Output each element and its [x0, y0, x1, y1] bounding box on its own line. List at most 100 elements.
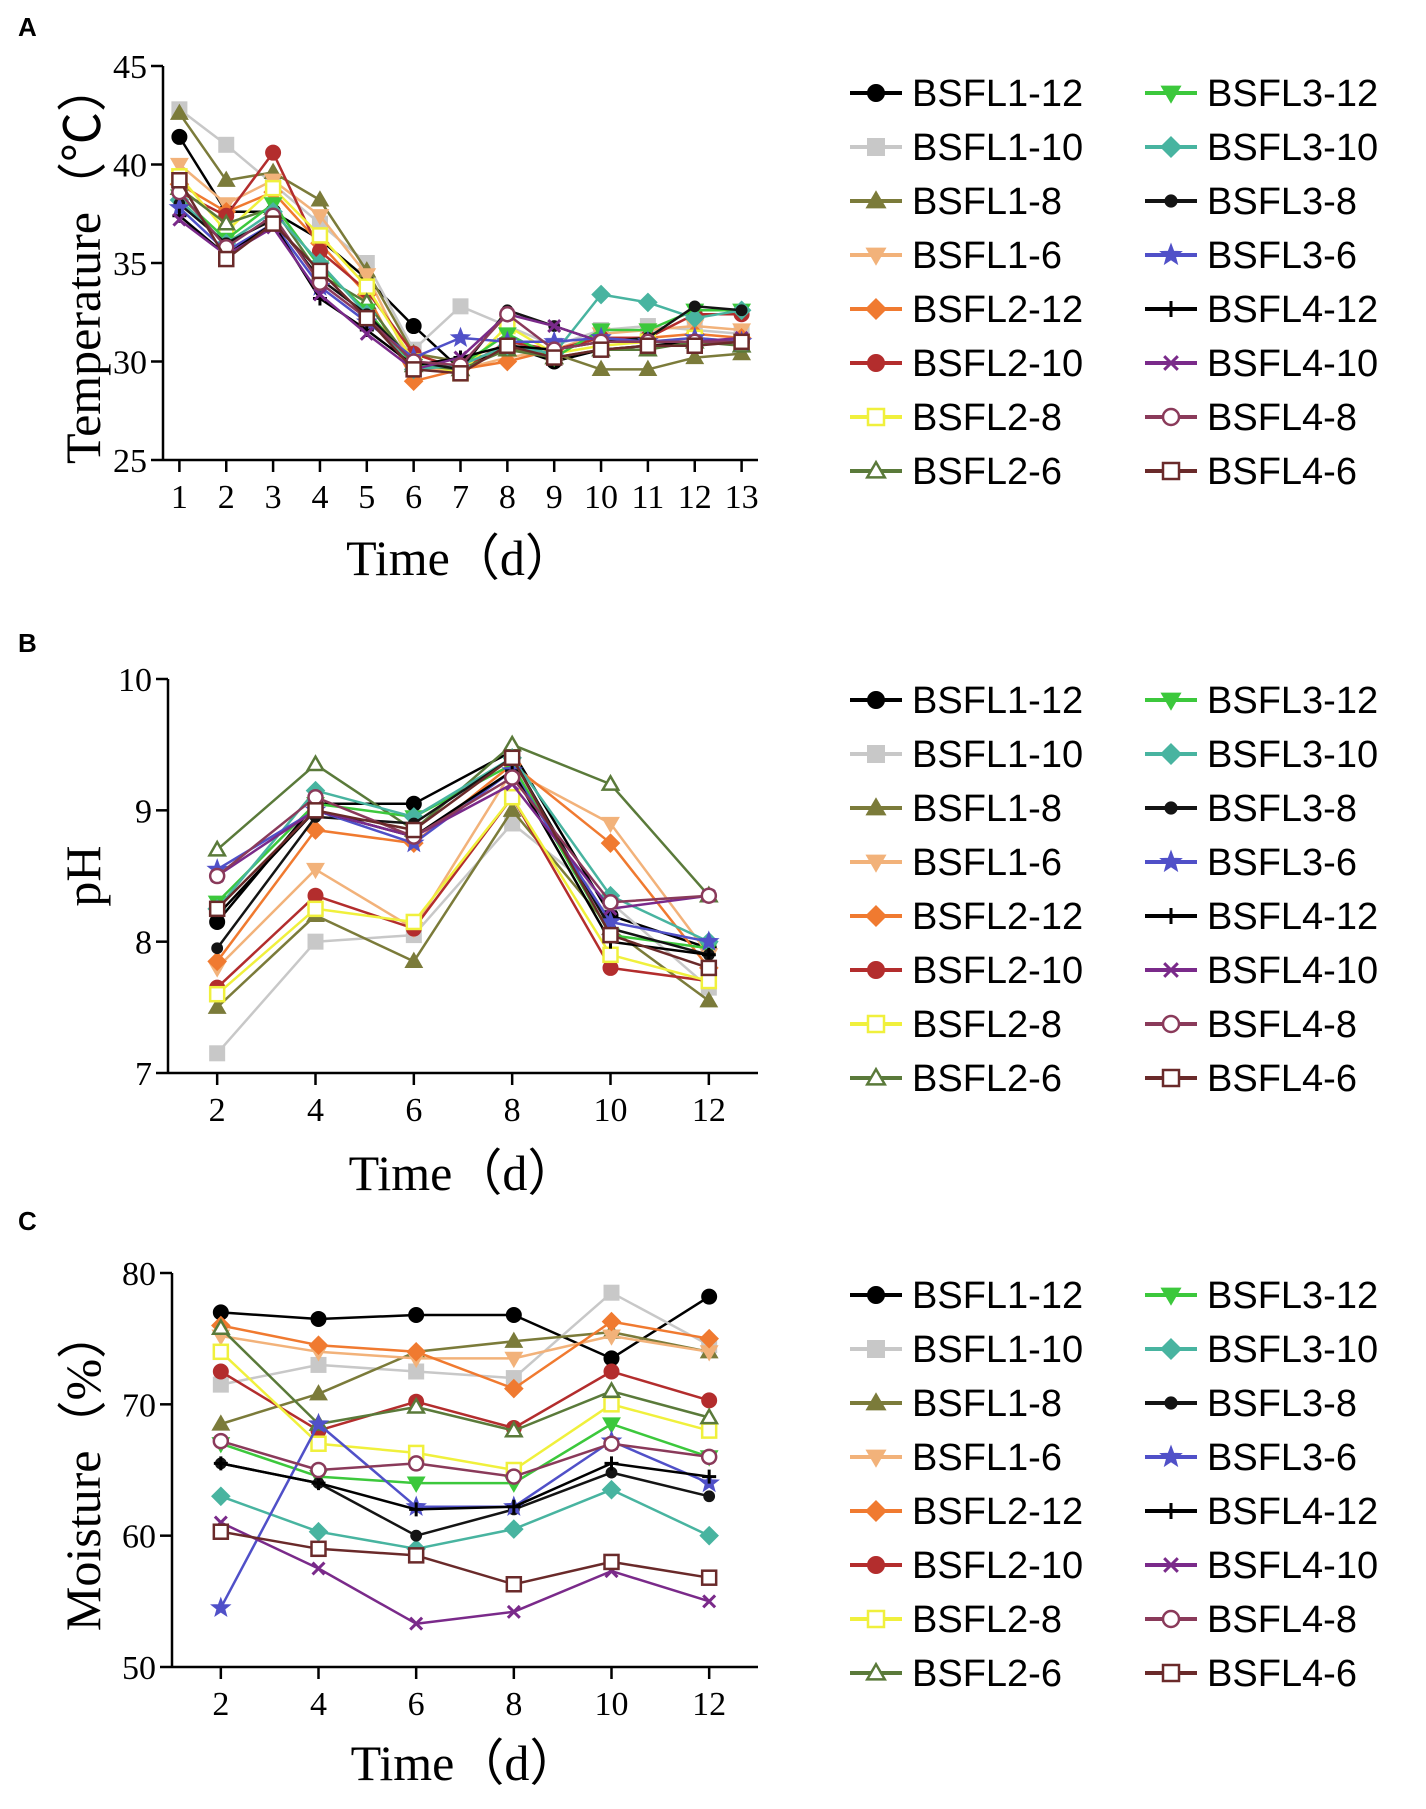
legend-item-c-BSFL2-12: BSFL2-12	[850, 1491, 1083, 1533]
legend-marker	[1161, 1014, 1181, 1034]
series-line-c-BSFL2-10	[220, 1370, 710, 1432]
data-point-b-BSFL2-6	[600, 773, 621, 791]
x-tick-label-b: 12	[692, 1092, 726, 1129]
legend-label: BSFL3-10	[1207, 734, 1378, 776]
data-point-c-BSFL4-6	[407, 1547, 425, 1564]
legend-item-b-BSFL2-8: BSFL2-8	[850, 1004, 1062, 1046]
data-point-a-BSFL1-12	[171, 128, 188, 145]
legend-item-c-BSFL3-12: BSFL3-12	[1145, 1275, 1378, 1317]
data-point-c-BSFL4-8	[505, 1468, 523, 1485]
data-point-c-BSFL1-10	[212, 1376, 229, 1393]
legend-item-a-BSFL1-6: BSFL1-6	[850, 235, 1062, 277]
legend-marker	[865, 797, 887, 816]
legend-label: BSFL2-10	[912, 343, 1083, 385]
legend-marker	[865, 247, 887, 266]
legend-label: BSFL2-12	[912, 1491, 1083, 1533]
y-tick-label-b: 8	[135, 925, 152, 962]
y-tick-label-c: 50	[122, 1650, 156, 1687]
y-tick-label-b: 10	[118, 662, 152, 699]
series-c-BSFL4-12	[213, 1456, 717, 1517]
data-point-a-BSFL4-6	[452, 365, 469, 382]
data-point-a-BSFL4-8	[499, 305, 516, 323]
data-point-c-BSFL2-8	[603, 1396, 620, 1413]
series-b-BSFL4-10	[210, 777, 716, 916]
data-point-c-BSFL4-8	[212, 1432, 230, 1450]
series-line-c-BSFL1-10	[220, 1291, 710, 1386]
legend-label: BSFL2-10	[912, 1545, 1083, 1587]
data-point-c-BSFL4-12	[409, 1502, 424, 1517]
legend-label: BSFL4-10	[1207, 950, 1378, 992]
data-point-a-BSFL4-6	[499, 337, 516, 354]
data-point-a-BSFL1-8	[310, 190, 330, 207]
legend-label: BSFL1-8	[912, 181, 1062, 223]
series-line-c-BSFL1-12	[220, 1295, 710, 1360]
x-tick-label-c: 12	[692, 1686, 726, 1723]
data-point-c-BSFL2-12	[504, 1378, 524, 1399]
x-tick-label-a: 1	[171, 479, 188, 516]
data-point-a-BSFL3-6	[449, 326, 472, 348]
data-point-c-BSFL4-8	[310, 1461, 327, 1479]
legend-item-c-BSFL2-6: BSFL2-6	[850, 1653, 1062, 1695]
legend-marker	[1163, 1557, 1179, 1573]
legend-marker	[865, 854, 887, 873]
x-tick-label-a: 7	[452, 479, 469, 516]
data-point-c-BSFL2-10	[603, 1363, 620, 1380]
series-line-b-BSFL3-8	[216, 756, 710, 957]
legend-item-b-BSFL4-6: BSFL4-6	[1145, 1058, 1357, 1100]
x-tick-label-a: 10	[584, 479, 618, 516]
data-point-b-BSFL4-8	[602, 894, 619, 911]
legend-label: BSFL4-8	[1207, 1599, 1357, 1641]
legend-item-a-BSFL2-8: BSFL2-8	[850, 397, 1062, 439]
legend-marker	[1163, 301, 1179, 317]
x-tick-label-b: 4	[307, 1092, 324, 1129]
series-line-b-BSFL1-10	[216, 822, 710, 1055]
data-point-c-BSFL1-8	[211, 1414, 231, 1431]
legend-item-b-BSFL3-8: BSFL3-8	[1145, 788, 1357, 830]
series-c-BSFL4-6	[212, 1523, 718, 1593]
data-point-b-BSFL4-6	[405, 821, 423, 839]
legend-marker	[867, 745, 885, 763]
legend-marker	[1159, 1337, 1183, 1361]
series-line-b-BSFL2-8	[216, 795, 710, 996]
legend-marker	[1161, 461, 1181, 481]
data-point-a-BSFL3-8	[735, 304, 748, 317]
data-point-a-BSFL4-10	[359, 326, 374, 341]
data-point-b-BSFL2-8	[602, 946, 619, 964]
legend-item-b-BSFL2-6: BSFL2-6	[850, 1058, 1062, 1100]
legend-label: BSFL1-10	[912, 127, 1083, 169]
data-point-c-BSFL1-12	[408, 1307, 425, 1324]
legend-item-b-BSFL1-12: BSFL1-12	[850, 680, 1083, 722]
data-point-a-BSFL1-8	[685, 347, 705, 365]
data-point-b-BSFL1-10	[209, 1045, 226, 1062]
legend-label: BSFL1-12	[912, 1275, 1083, 1317]
x-tick-label-a: 5	[358, 479, 375, 516]
data-point-b-BSFL2-8	[405, 913, 423, 931]
series-line-c-BSFL1-8	[220, 1330, 710, 1426]
data-point-a-BSFL2-8	[264, 179, 282, 197]
y-tick-label-c: 70	[122, 1387, 156, 1424]
x-tick-label-b: 6	[405, 1092, 422, 1129]
legend-marker	[864, 297, 888, 321]
legend-label: BSFL2-6	[912, 451, 1062, 493]
data-point-c-BSFL2-10	[701, 1392, 718, 1409]
data-point-a-BSFL4-6	[217, 250, 235, 268]
legend-item-a-BSFL1-12: BSFL1-12	[850, 73, 1083, 115]
legend-marker	[1159, 742, 1183, 766]
data-point-a-BSFL1-12	[405, 318, 422, 335]
data-point-a-BSFL1-10	[452, 298, 469, 315]
legend-marker	[1164, 801, 1178, 815]
legend-label: BSFL3-8	[1207, 181, 1357, 223]
legend-marker	[864, 904, 888, 928]
data-point-b-BSFL4-8	[208, 867, 226, 885]
legend-item-c-BSFL4-8: BSFL4-8	[1145, 1599, 1357, 1641]
legend-marker	[1164, 1396, 1178, 1410]
x-tick-label-a: 11	[632, 479, 665, 516]
legend-label: BSFL4-8	[1207, 397, 1357, 439]
data-point-c-BSFL1-6	[504, 1351, 524, 1369]
data-point-b-BSFL2-8	[503, 788, 521, 806]
y-axis-title-b: pH	[55, 845, 111, 906]
data-point-c-BSFL4-6	[603, 1553, 620, 1571]
data-point-b-BSFL4-6	[307, 802, 324, 819]
legend-item-c-BSFL1-8: BSFL1-8	[850, 1383, 1062, 1425]
data-point-b-BSFL3-6	[698, 930, 720, 951]
